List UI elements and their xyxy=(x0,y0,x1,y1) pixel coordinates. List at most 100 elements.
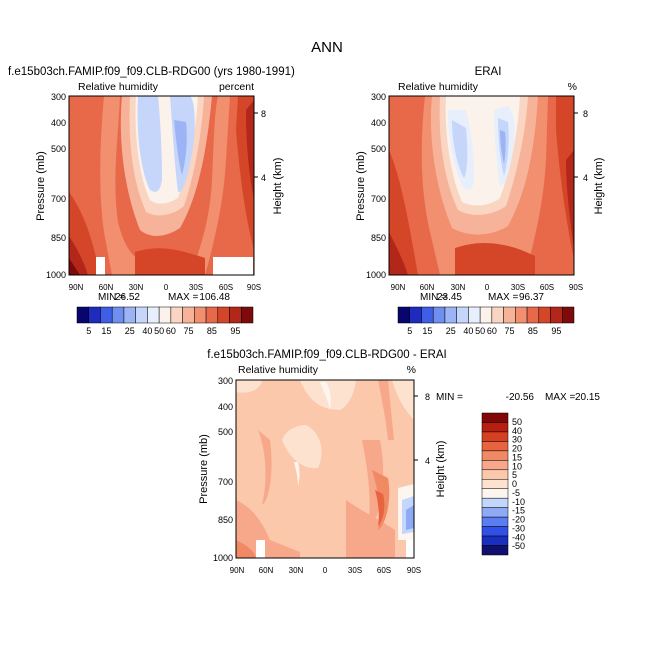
colorbar-swatch xyxy=(123,306,136,324)
colorbar-swatch xyxy=(479,306,493,324)
ytick-500: 500 xyxy=(371,144,386,154)
colorbar-swatch xyxy=(194,306,207,324)
colorbar-label: 95 xyxy=(551,326,561,336)
panel-obs-xaxis: 90N 60N 30N 0 30S 60S 90S xyxy=(391,283,583,292)
min-label: MIN = xyxy=(420,292,447,303)
colorbar-swatch xyxy=(481,412,509,423)
colorbar-swatch xyxy=(481,497,509,508)
colorbar-swatch xyxy=(538,306,551,324)
colorbar-swatch xyxy=(88,306,101,324)
colorbar-swatch xyxy=(481,431,509,442)
colorbar-swatch xyxy=(409,306,422,324)
panel-obs-y2label: Height (km) xyxy=(593,158,605,215)
ytick-850: 850 xyxy=(51,233,66,243)
xtick-30S: 30S xyxy=(189,283,203,292)
xtick-30N: 30N xyxy=(451,283,466,292)
colorbar-label: 15 xyxy=(512,452,522,462)
colorbar-swatch xyxy=(481,479,509,489)
colorbar-label: -20 xyxy=(512,515,525,525)
colorbar-label: -10 xyxy=(512,497,525,507)
colorbar-swatch xyxy=(217,306,230,324)
ytick-700: 700 xyxy=(218,477,233,487)
max-label: MAX = xyxy=(488,292,518,303)
panel-obs-field xyxy=(389,96,574,275)
colorbar-label: 40 xyxy=(463,326,473,336)
min-label: MIN = xyxy=(436,392,463,403)
panel-model-y2axis: 8 4 xyxy=(254,109,266,183)
panel-model-xaxis: 90N 60N 30N 0 30S 60S 90S xyxy=(69,283,261,292)
colorbar-swatch xyxy=(456,306,469,324)
xtick-30N: 30N xyxy=(129,283,144,292)
colorbar-label: -50 xyxy=(512,541,525,551)
panel-diff-stats: MIN = -20.56 MAX = 20.15 xyxy=(436,392,600,403)
ytick-700: 700 xyxy=(371,194,386,204)
colorbar-label: 25 xyxy=(125,326,135,336)
xtick-90S: 90S xyxy=(247,283,261,292)
ytick-1000: 1000 xyxy=(46,270,66,280)
panel-diff: f.e15b03ch.FAMIP.f09_f09.CLB-RDG00 - ERA… xyxy=(198,349,600,575)
colorbar-swatch xyxy=(100,306,113,324)
xtick-60S: 60S xyxy=(219,283,233,292)
colorbar-swatch xyxy=(481,507,509,518)
colorbar-swatch xyxy=(229,306,242,324)
min-value: 26.52 xyxy=(115,292,140,303)
ytick-400: 400 xyxy=(371,118,386,128)
panel-obs-stats: MIN = 23.45 MAX = 96.37 xyxy=(420,292,544,303)
colorbar-label: -15 xyxy=(512,506,525,516)
panel-obs-yaxis: 300 400 500 700 850 1000 xyxy=(366,92,386,280)
panel-diff-yaxis: 300 400 500 700 850 1000 xyxy=(213,376,233,563)
colorbar-swatch xyxy=(491,306,504,324)
ytick-500: 500 xyxy=(51,144,66,154)
ytick-300: 300 xyxy=(51,92,66,102)
xtick-60N: 60N xyxy=(420,283,435,292)
colorbar-swatch xyxy=(397,306,410,324)
colorbar-swatch xyxy=(481,422,509,433)
xtick-0: 0 xyxy=(485,283,490,292)
colorbar-swatch xyxy=(562,306,575,324)
xtick-60S: 60S xyxy=(540,283,554,292)
y2tick-4: 4 xyxy=(583,173,588,183)
colorbar-label: 40 xyxy=(512,426,522,436)
colorbar-swatch xyxy=(481,535,509,546)
panel-obs-units: % xyxy=(568,81,577,93)
colorbar-swatch xyxy=(241,306,254,324)
ytick-1000: 1000 xyxy=(366,270,386,280)
ytick-850: 850 xyxy=(218,515,233,525)
colorbar-label: 30 xyxy=(512,435,522,445)
panel-obs-subtitle: Relative humidity xyxy=(398,81,479,93)
colorbar-swatch xyxy=(481,526,509,537)
colorbar-label: -5 xyxy=(512,488,520,498)
max-value: 96.37 xyxy=(519,292,544,303)
colorbar-label: 5 xyxy=(86,326,91,336)
colorbar-swatch xyxy=(182,306,195,324)
panel-diff-y2label: Height (km) xyxy=(435,441,447,498)
xtick-30N: 30N xyxy=(289,566,304,575)
panel-diff-xaxis: 90N 60N 30N 0 30S 60S 90S xyxy=(230,566,421,575)
colorbar-label: 0 xyxy=(512,479,517,489)
y2tick-8: 8 xyxy=(261,109,266,119)
colorbar-swatch xyxy=(135,306,148,324)
panel-diff-ylabel: Pressure (mb) xyxy=(198,434,210,504)
colorbar-label: 10 xyxy=(512,461,522,471)
panel-model-units: percent xyxy=(219,81,254,93)
colorbar-label: 20 xyxy=(512,444,522,454)
panel-obs-title: ERAI xyxy=(475,66,502,78)
panel-model: f.e15b03ch.FAMIP.f09_f09.CLB-RDG00 (yrs … xyxy=(8,66,295,336)
panel-obs: ERAI Relative humidity % 300 400 500 xyxy=(355,66,605,336)
xtick-90S: 90S xyxy=(407,566,421,575)
colorbar-label: 95 xyxy=(230,326,240,336)
panel-diff-y2axis: 8 4 xyxy=(414,392,430,466)
xtick-90N: 90N xyxy=(69,283,84,292)
panel-obs-colorbar: 5 15 25 40 50 60 75 85 95 xyxy=(397,306,575,336)
max-value: 20.15 xyxy=(575,392,600,403)
colorbar-swatch xyxy=(111,306,125,324)
colorbar-swatch xyxy=(421,306,434,324)
colorbar-swatch xyxy=(503,306,516,324)
colorbar-label: 85 xyxy=(207,326,217,336)
min-value: -20.56 xyxy=(506,392,535,403)
panel-diff-units: % xyxy=(407,364,416,376)
xtick-60N: 60N xyxy=(259,566,274,575)
figure-title: ANN xyxy=(311,39,343,56)
xtick-90N: 90N xyxy=(230,566,245,575)
